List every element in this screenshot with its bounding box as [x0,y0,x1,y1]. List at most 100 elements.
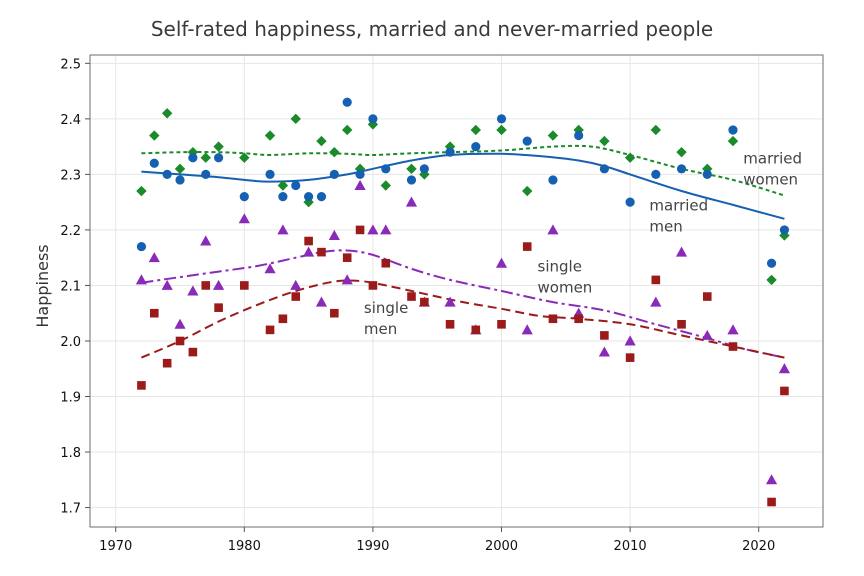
point-single-men [381,258,391,268]
point-single-women [778,363,791,374]
y-axis-label: Happiness [33,244,52,327]
point-married-men [676,164,687,174]
point-single-women [367,224,379,235]
annotation-line: single [538,258,582,276]
point-married-men [239,192,249,202]
point-married-women [727,135,739,147]
y-tick-label: 1.8 [60,446,81,461]
point-married-women [380,180,391,191]
point-single-men [137,381,146,390]
point-single-women [148,252,160,263]
point-single-women [277,224,289,235]
x-tick-label: 1980 [228,539,261,554]
point-married-men [599,164,609,174]
point-single-men [201,281,211,290]
point-married-women [329,146,340,158]
y-tick-label: 2.0 [60,335,81,350]
point-single-women [444,296,456,307]
point-married-women [406,163,417,175]
point-married-men [381,164,391,174]
point-single-men [149,308,159,318]
point-married-men [471,142,481,152]
point-single-women [161,279,173,290]
point-single-men [188,347,198,357]
annotation-single-men: single men [364,299,408,338]
point-married-women [650,124,662,136]
point-single-women [315,296,328,307]
point-single-women [765,474,778,485]
point-single-women [495,257,508,268]
annotation-married-women: married women [743,149,802,188]
point-married-men [702,169,712,179]
point-single-women [701,329,713,340]
point-single-women [624,335,636,346]
point-married-women [161,108,173,119]
point-single-men [767,497,776,507]
point-single-women [380,224,392,235]
x-tick-label: 1990 [356,539,389,554]
point-single-women [264,263,276,274]
trend-line-married-women [141,144,785,197]
x-tick-label: 2020 [742,539,775,554]
point-single-men [522,242,532,251]
point-married-men [265,169,275,179]
point-single-women [598,346,610,357]
annotation-line: married [649,196,708,214]
point-married-men [188,153,198,163]
point-married-women [290,113,301,125]
plot-frame [89,54,824,528]
point-single-men [497,320,506,329]
point-single-men [625,353,635,362]
point-single-women [675,246,688,257]
point-single-men [304,236,313,246]
point-married-men [368,114,378,124]
point-married-women [470,124,481,136]
point-single-men [278,314,288,324]
series-annotations: married women married men single women single m… [364,149,802,338]
annotation-single-women: single women [538,258,593,297]
point-single-men [265,325,275,335]
grid-lines [90,55,823,527]
annotation-line: married [743,149,802,167]
point-married-women [496,124,507,136]
point-single-men [330,308,339,318]
point-single-men [342,253,352,262]
y-tick-label: 1.9 [60,391,81,406]
point-married-men [445,147,455,157]
point-single-women [212,279,225,290]
point-married-men [136,241,147,252]
point-married-men [175,175,185,185]
point-married-men [548,175,558,185]
point-married-women [277,180,289,191]
x-tick-label: 1970 [99,539,132,554]
point-single-women [727,324,739,335]
point-married-women [239,152,250,163]
point-single-women [328,229,340,240]
point-single-men [445,320,455,329]
point-single-men [702,292,712,301]
x-tick-label: 2000 [485,539,518,554]
point-married-men [304,192,314,202]
point-married-women [676,146,687,158]
point-married-men [522,136,532,146]
point-married-men [625,197,635,207]
point-married-men [316,192,327,202]
trend-line-married-men [141,152,785,220]
point-married-women [213,141,224,152]
point-single-women [341,274,353,285]
point-married-men [766,258,777,268]
point-single-men [420,297,429,307]
point-married-women [624,152,636,163]
annotation-line: men [649,217,682,235]
point-married-women [599,135,610,147]
point-married-men [406,175,417,185]
point-married-men [651,169,661,179]
y-tick-label: 2.2 [60,224,81,239]
point-single-women [303,246,315,257]
point-single-men [355,225,365,235]
point-single-women [405,196,418,207]
point-married-women [341,124,353,136]
point-single-men [600,331,609,340]
